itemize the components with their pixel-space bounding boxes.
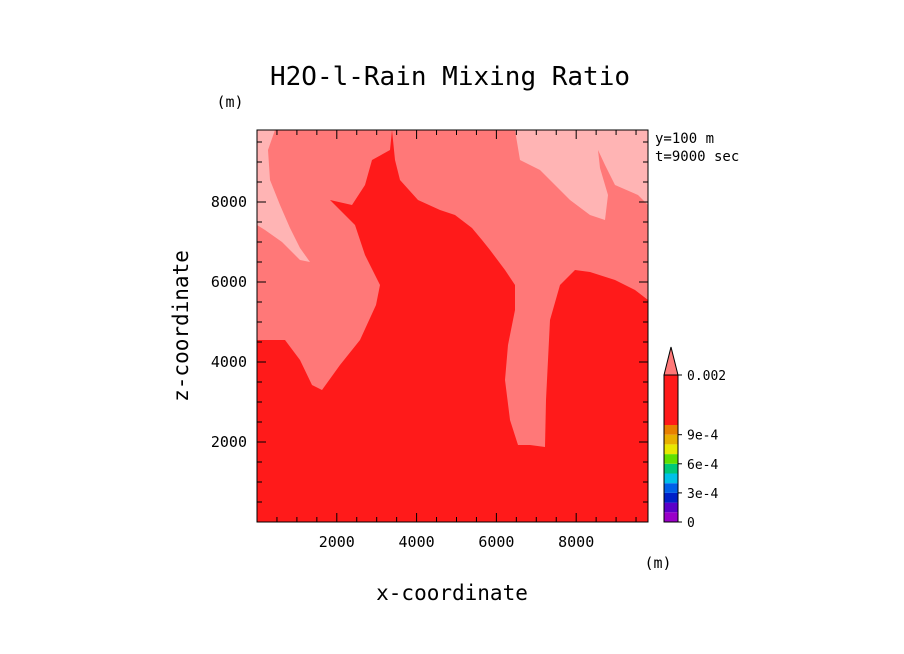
contour-field: [257, 130, 648, 522]
y-tick-label: 8000: [211, 193, 247, 211]
colorbar-frame: [663, 374, 679, 523]
colorbar-tick-label: 6e-4: [687, 458, 718, 473]
y-unit-label: (m): [216, 93, 243, 111]
colorbar-extend: [663, 346, 679, 376]
x-axis-label: x-coordinate: [376, 581, 528, 605]
plot-frame: [256, 129, 649, 523]
colorbar-segment: [664, 473, 678, 484]
colorbar-segment: [664, 444, 678, 455]
annotation-t: t=9000 sec: [655, 149, 739, 165]
colorbar-segment: [664, 454, 678, 464]
axis-ticks: [257, 130, 648, 522]
colorbar-segment: [664, 492, 678, 503]
field-high-right: [515, 130, 648, 220]
x-unit-label: (m): [644, 554, 671, 572]
colorbar-tick-label: 0.002: [687, 369, 726, 384]
field-mid-left: [257, 130, 392, 390]
colorbar-segment: [664, 375, 678, 425]
y-tick-label: 2000: [211, 433, 247, 451]
x-tick-label: 8000: [558, 533, 594, 551]
field-high-left: [257, 130, 310, 262]
colorbar-tick-label: 0: [687, 516, 695, 531]
x-tick-label: 6000: [478, 533, 514, 551]
y-tick-label: 6000: [211, 273, 247, 291]
colorbar-segment: [664, 463, 678, 474]
y-axis-label: z-coordinate: [169, 250, 193, 402]
x-tick-label: 2000: [319, 533, 355, 551]
y-tick-label: 4000: [211, 353, 247, 371]
y-tick-labels: 2000 4000 6000 8000: [211, 193, 247, 451]
colorbar: 0 3e-4 6e-4 9e-4 0.002: [663, 346, 726, 531]
colorbar-segment: [664, 483, 678, 493]
chart-title: H2O-l-Rain Mixing Ratio: [270, 62, 630, 92]
annotation-y: y=100 m: [655, 131, 714, 147]
colorbar-segment: [664, 512, 678, 522]
colorbar-tick-label: 9e-4: [687, 429, 718, 444]
x-tick-label: 4000: [399, 533, 435, 551]
colorbar-segment: [664, 502, 678, 513]
colorbar-tick-label: 3e-4: [687, 487, 718, 502]
colorbar-segment: [664, 434, 678, 445]
x-tick-labels: 2000 4000 6000 8000: [319, 533, 595, 551]
colorbar-segment: [664, 425, 678, 435]
